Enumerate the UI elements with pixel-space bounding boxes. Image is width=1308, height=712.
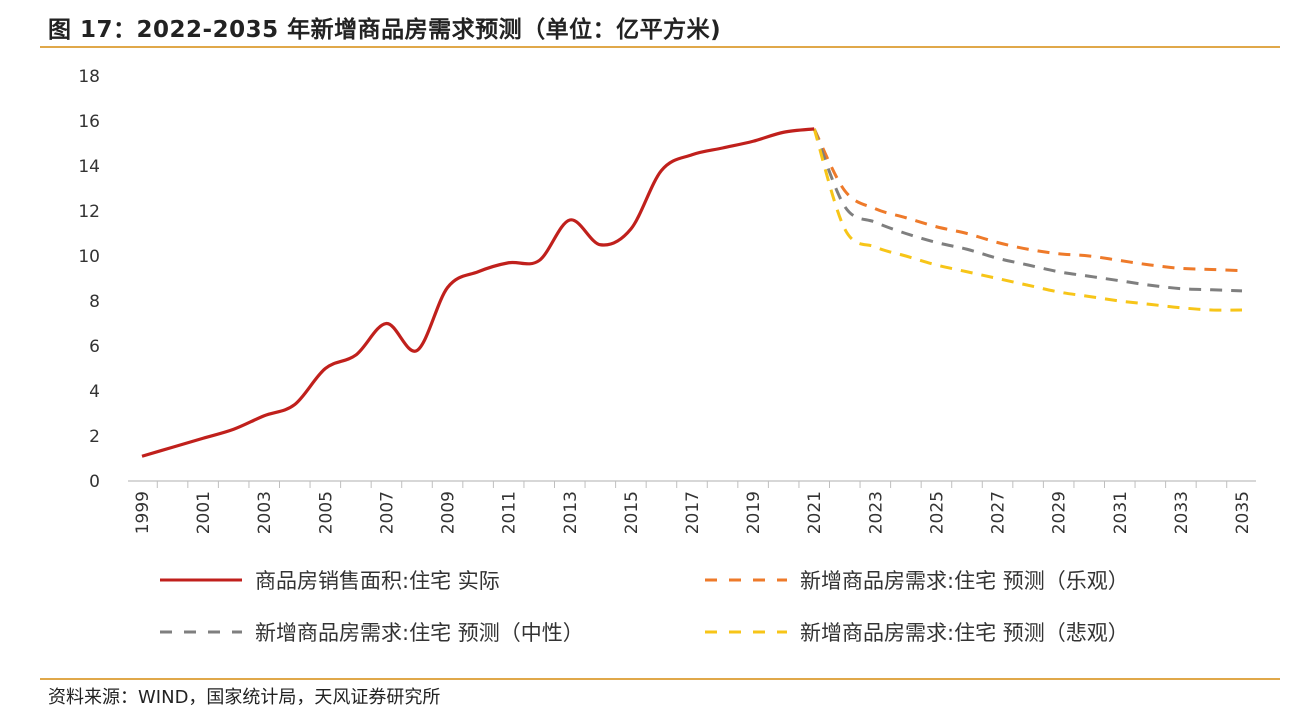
y-tick-label: 10 [78, 247, 100, 267]
series-line-3 [812, 128, 1243, 312]
series-line-1 [812, 128, 1243, 273]
y-tick-label: 6 [89, 337, 100, 357]
x-tick-label: 2021 [805, 491, 825, 534]
x-tick-label: 2005 [316, 491, 336, 534]
axes: 0 2 4 6 8 10 12 14 16 18 1999 2001 2003 2005 2007 2009 2… [78, 67, 1256, 534]
legend-label-3: 新增商品房需求:住宅 预测（悲观） [800, 621, 1129, 645]
title-divider [40, 46, 1280, 48]
x-tick-label: 2013 [561, 491, 581, 534]
x-tick-label: 2027 [989, 491, 1009, 534]
legend-label-2: 新增商品房需求:住宅 预测（中性） [255, 621, 584, 645]
legend-label-0: 商品房销售面积:住宅 实际 [255, 569, 500, 593]
x-tick-label: 1999 [133, 491, 153, 534]
series-line-0 [141, 127, 815, 458]
y-tick-label: 18 [78, 67, 100, 87]
x-tick-label: 2007 [377, 491, 397, 534]
source-divider [40, 678, 1280, 680]
source-note: 资料来源：WIND，国家统计局，天风证券研究所 [48, 687, 441, 708]
x-tick-label: 2029 [1050, 491, 1070, 534]
legend-label-1: 新增商品房需求:住宅 预测（乐观） [800, 569, 1129, 593]
x-tick-label: 2009 [439, 491, 459, 534]
x-tick-label: 2015 [622, 491, 642, 534]
y-tick-label: 14 [78, 157, 100, 177]
x-tick-label: 2023 [866, 491, 886, 534]
legend: 商品房销售面积:住宅 实际 新增商品房需求:住宅 预测（乐观） 新增商品房需求:住宅… [160, 569, 1129, 645]
x-tick-label: 2035 [1233, 491, 1253, 534]
x-tick-label: 2017 [683, 491, 703, 534]
x-tick-label: 2025 [927, 491, 947, 534]
chart-title: 图 17：2022-2035 年新增商品房需求预测（单位：亿平方米) [48, 17, 722, 43]
y-tick-label: 8 [89, 292, 100, 312]
series-layer [141, 127, 1243, 458]
x-tick-label: 2031 [1111, 491, 1131, 534]
y-tick-label: 16 [78, 112, 100, 132]
x-tick-label: 2003 [255, 491, 275, 534]
x-tick-label: 2019 [744, 491, 764, 534]
y-tick-label: 4 [89, 382, 100, 402]
x-tick-label: 2033 [1172, 491, 1192, 534]
x-tick-label: 2011 [500, 491, 520, 534]
y-tick-label: 2 [89, 427, 100, 447]
series-line-2 [812, 128, 1243, 293]
x-tick-label: 2001 [194, 491, 214, 534]
y-tick-label: 12 [78, 202, 100, 222]
y-tick-label: 0 [89, 472, 100, 492]
